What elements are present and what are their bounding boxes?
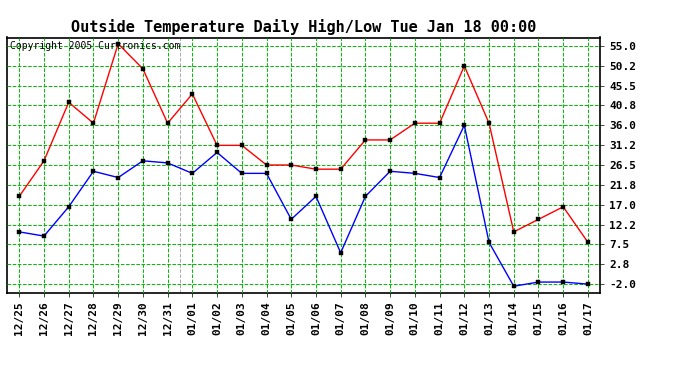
Title: Outside Temperature Daily High/Low Tue Jan 18 00:00: Outside Temperature Daily High/Low Tue J…: [71, 19, 536, 35]
Text: Copyright 2005 Curtronics.com: Copyright 2005 Curtronics.com: [10, 41, 180, 51]
